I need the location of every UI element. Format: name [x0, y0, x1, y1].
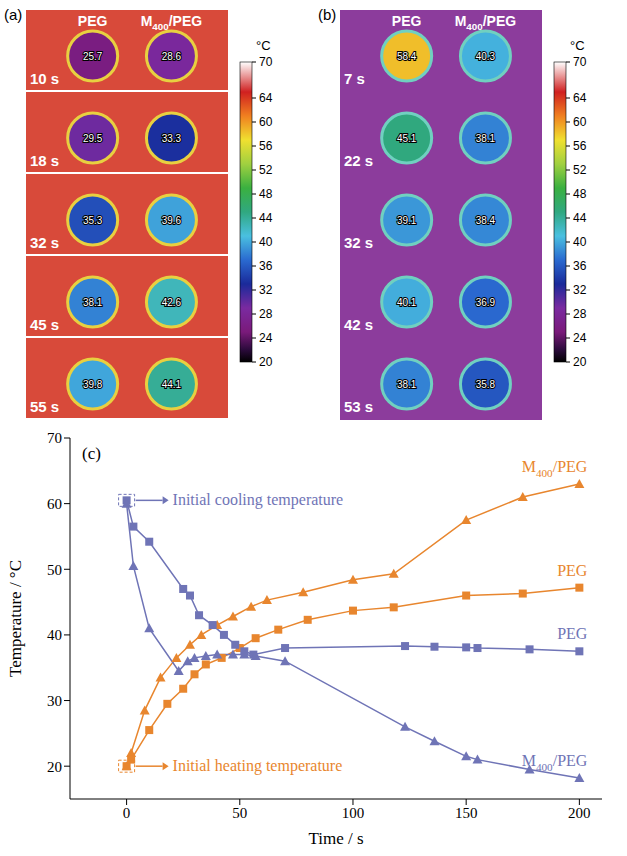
svg-text:48: 48	[573, 187, 587, 201]
svg-text:Initial cooling temperature: Initial cooling temperature	[173, 491, 344, 509]
svg-text:50: 50	[47, 562, 62, 578]
svg-text:52: 52	[573, 163, 587, 177]
svg-text:25.7: 25.7	[83, 51, 103, 62]
svg-text:20: 20	[47, 759, 62, 775]
svg-text:22 s: 22 s	[344, 152, 373, 169]
svg-text:42.6: 42.6	[162, 297, 182, 308]
html-text:(c): (c)	[82, 444, 101, 463]
svg-text:70: 70	[47, 430, 62, 446]
svg-text:60: 60	[47, 496, 62, 512]
svg-text:39.1: 39.1	[397, 215, 417, 226]
svg-text:45 s: 45 s	[30, 316, 59, 333]
svg-text:55 s: 55 s	[30, 398, 59, 415]
svg-text:38.1: 38.1	[476, 133, 496, 144]
svg-text:52: 52	[259, 163, 273, 177]
svg-text:53 s: 53 s	[344, 398, 373, 415]
svg-text:°C: °C	[570, 38, 585, 53]
svg-text:44: 44	[573, 211, 587, 225]
svg-text:°C: °C	[256, 38, 271, 53]
svg-text:24: 24	[573, 331, 587, 345]
svg-text:44: 44	[259, 211, 273, 225]
svg-text:40.1: 40.1	[397, 297, 417, 308]
svg-text:30: 30	[47, 693, 62, 709]
svg-text:28: 28	[573, 307, 587, 321]
svg-text:28.6: 28.6	[162, 51, 182, 62]
svg-text:24: 24	[259, 331, 273, 345]
svg-text:20: 20	[573, 355, 587, 369]
svg-text:20: 20	[259, 355, 273, 369]
svg-text:45.1: 45.1	[397, 133, 417, 144]
svg-text:32: 32	[259, 283, 273, 297]
svg-text:58.4: 58.4	[397, 51, 417, 62]
svg-text:(b): (b)	[318, 6, 336, 23]
svg-text:PEG: PEG	[557, 625, 588, 642]
svg-text:35.3: 35.3	[83, 215, 103, 226]
svg-text:40: 40	[47, 627, 62, 643]
svg-text:70: 70	[259, 55, 273, 69]
svg-text:56: 56	[573, 139, 587, 153]
svg-text:Temperature / °C: Temperature / °C	[6, 560, 25, 677]
svg-text:36: 36	[259, 259, 273, 273]
svg-text:33.3: 33.3	[162, 133, 182, 144]
svg-text:48: 48	[259, 187, 273, 201]
svg-text:39.8: 39.8	[83, 379, 103, 390]
svg-text:36.9: 36.9	[476, 297, 496, 308]
svg-text:40.3: 40.3	[476, 51, 496, 62]
svg-text:32: 32	[573, 283, 587, 297]
svg-text:7 s: 7 s	[344, 70, 365, 87]
svg-text:60: 60	[259, 115, 273, 129]
svg-text:44.1: 44.1	[162, 379, 182, 390]
svg-text:0: 0	[123, 805, 131, 821]
svg-text:40: 40	[573, 235, 587, 249]
svg-text:70: 70	[573, 55, 587, 69]
svg-text:32 s: 32 s	[30, 234, 59, 251]
svg-text:PEG: PEG	[557, 562, 588, 579]
svg-text:50: 50	[232, 805, 247, 821]
svg-text:60: 60	[573, 115, 587, 129]
svg-text:100: 100	[342, 805, 365, 821]
svg-text:64: 64	[259, 91, 273, 105]
svg-text:56: 56	[259, 139, 273, 153]
svg-text:32 s: 32 s	[344, 234, 373, 251]
svg-text:38.1: 38.1	[83, 297, 103, 308]
svg-text:M400/PEG: M400/PEG	[522, 752, 588, 773]
svg-text:PEG: PEG	[78, 13, 108, 29]
svg-text:M400/PEG: M400/PEG	[141, 13, 203, 32]
svg-text:36: 36	[573, 259, 587, 273]
svg-text:M400/PEG: M400/PEG	[522, 458, 588, 479]
svg-text:42 s: 42 s	[344, 316, 373, 333]
svg-text:39.6: 39.6	[162, 215, 182, 226]
svg-text:(a): (a)	[4, 6, 22, 23]
svg-text:38.4: 38.4	[476, 215, 496, 226]
svg-text:38.1: 38.1	[397, 379, 417, 390]
svg-text:150: 150	[455, 805, 478, 821]
svg-text:PEG: PEG	[392, 13, 422, 29]
svg-text:28: 28	[259, 307, 273, 321]
svg-text:40: 40	[259, 235, 273, 249]
svg-text:35.8: 35.8	[476, 379, 496, 390]
svg-text:Time / s: Time / s	[308, 829, 363, 848]
svg-text:64: 64	[573, 91, 587, 105]
svg-text:M400/PEG: M400/PEG	[455, 13, 517, 32]
svg-text:18 s: 18 s	[30, 152, 59, 169]
svg-text:Initial heating temperature: Initial heating temperature	[173, 757, 343, 775]
svg-text:29.5: 29.5	[83, 133, 103, 144]
svg-text:200: 200	[568, 805, 591, 821]
svg-text:10 s: 10 s	[30, 70, 59, 87]
